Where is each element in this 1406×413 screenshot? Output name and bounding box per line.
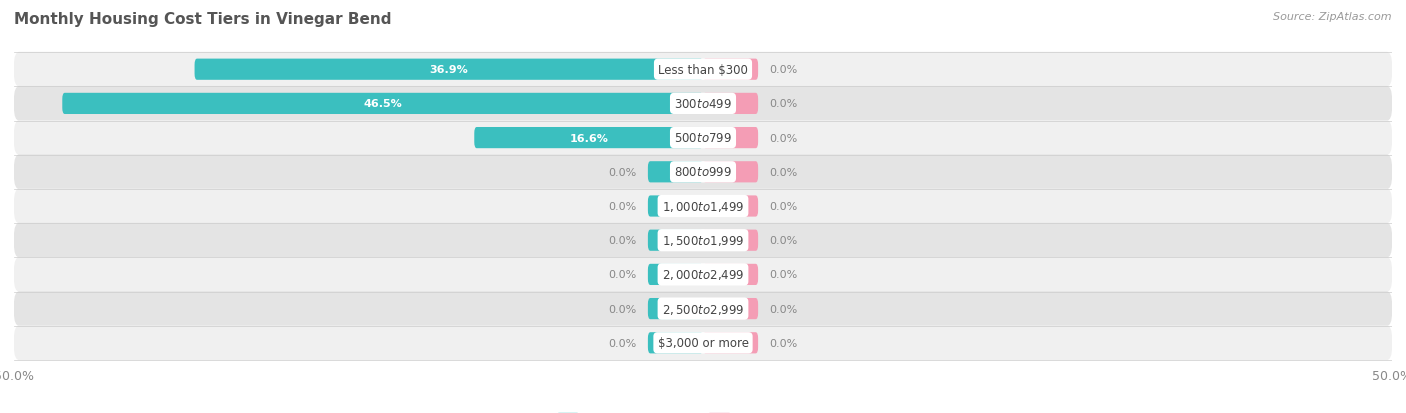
Text: 0.0%: 0.0% [609,270,637,280]
Text: $1,000 to $1,499: $1,000 to $1,499 [662,199,744,214]
FancyBboxPatch shape [703,59,758,81]
FancyBboxPatch shape [703,196,758,217]
FancyBboxPatch shape [14,87,1392,121]
Text: Source: ZipAtlas.com: Source: ZipAtlas.com [1274,12,1392,22]
FancyBboxPatch shape [648,162,703,183]
Text: 0.0%: 0.0% [769,236,797,246]
Text: $500 to $799: $500 to $799 [673,132,733,145]
FancyBboxPatch shape [14,292,1392,326]
FancyBboxPatch shape [648,264,703,285]
FancyBboxPatch shape [703,128,758,149]
Text: 16.6%: 16.6% [569,133,607,143]
FancyBboxPatch shape [194,59,703,81]
Text: 0.0%: 0.0% [769,270,797,280]
Text: Less than $300: Less than $300 [658,64,748,76]
FancyBboxPatch shape [14,52,1392,88]
FancyBboxPatch shape [703,94,758,115]
Text: 0.0%: 0.0% [769,133,797,143]
Text: $300 to $499: $300 to $499 [673,97,733,111]
FancyBboxPatch shape [703,264,758,285]
Text: 46.5%: 46.5% [363,99,402,109]
FancyBboxPatch shape [703,230,758,251]
FancyBboxPatch shape [648,230,703,251]
Text: 0.0%: 0.0% [769,167,797,177]
Text: $2,500 to $2,999: $2,500 to $2,999 [662,302,744,316]
FancyBboxPatch shape [648,332,703,354]
FancyBboxPatch shape [14,189,1392,224]
Text: $2,000 to $2,499: $2,000 to $2,499 [662,268,744,282]
Text: Monthly Housing Cost Tiers in Vinegar Bend: Monthly Housing Cost Tiers in Vinegar Be… [14,12,391,27]
FancyBboxPatch shape [14,257,1392,292]
FancyBboxPatch shape [14,121,1392,156]
Text: $3,000 or more: $3,000 or more [658,337,748,349]
Text: 0.0%: 0.0% [609,236,637,246]
Text: 0.0%: 0.0% [609,167,637,177]
FancyBboxPatch shape [703,162,758,183]
FancyBboxPatch shape [14,325,1392,361]
Text: 0.0%: 0.0% [609,338,637,348]
FancyBboxPatch shape [474,128,703,149]
FancyBboxPatch shape [648,196,703,217]
Text: 0.0%: 0.0% [769,202,797,211]
FancyBboxPatch shape [703,332,758,354]
Text: 36.9%: 36.9% [429,65,468,75]
FancyBboxPatch shape [62,94,703,115]
Text: 0.0%: 0.0% [769,99,797,109]
Text: 0.0%: 0.0% [769,338,797,348]
Text: 0.0%: 0.0% [609,304,637,314]
Text: $800 to $999: $800 to $999 [673,166,733,179]
FancyBboxPatch shape [703,298,758,319]
Text: 0.0%: 0.0% [769,304,797,314]
Text: 0.0%: 0.0% [769,65,797,75]
Text: 0.0%: 0.0% [609,202,637,211]
Text: $1,500 to $1,999: $1,500 to $1,999 [662,234,744,248]
FancyBboxPatch shape [14,155,1392,190]
FancyBboxPatch shape [14,223,1392,258]
FancyBboxPatch shape [648,298,703,319]
